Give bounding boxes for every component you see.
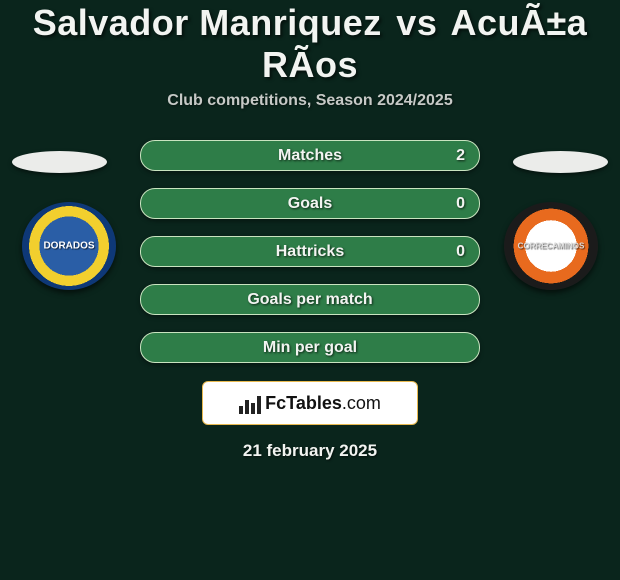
stat-label: Matches	[278, 147, 342, 165]
stat-bar-goals: Goals 0	[140, 188, 480, 219]
bar-chart-icon	[239, 392, 261, 414]
stat-value: 0	[456, 243, 465, 261]
brand-text: FcTables.com	[265, 393, 381, 414]
page-title: Salvador Manriquez vs AcuÃ±a RÃ­os	[0, 2, 620, 86]
stat-bar-matches: Matches 2	[140, 140, 480, 171]
stat-value: 2	[456, 147, 465, 165]
stat-label: Hattricks	[276, 243, 344, 261]
stat-bar-min-per-goal: Min per goal	[140, 332, 480, 363]
player1-name: Salvador Manriquez	[33, 2, 382, 43]
stat-label: Min per goal	[263, 339, 357, 357]
brand-main: Tables	[286, 393, 342, 413]
date-label: 21 february 2025	[0, 441, 620, 461]
vs-label: vs	[396, 2, 437, 43]
left-crest-label: DORADOS	[43, 241, 94, 252]
left-club-crest: DORADOS	[22, 202, 116, 290]
stats-bars: Matches 2 Goals 0 Hattricks 0 Goals per …	[140, 140, 480, 363]
stat-bar-hattricks: Hattricks 0	[140, 236, 480, 267]
left-lozenge	[12, 151, 107, 173]
stat-value: 0	[456, 195, 465, 213]
stat-label: Goals	[288, 195, 332, 213]
right-lozenge	[513, 151, 608, 173]
subtitle: Club competitions, Season 2024/2025	[0, 92, 620, 110]
right-club-crest: CORRECAMINOS	[504, 202, 598, 290]
stat-bar-goals-per-match: Goals per match	[140, 284, 480, 315]
content-area: DORADOS CORRECAMINOS Matches 2 Goals 0 H…	[0, 140, 620, 461]
right-crest-label: CORRECAMINOS	[518, 242, 585, 251]
stat-label: Goals per match	[247, 291, 372, 309]
brand-suffix: .com	[342, 393, 381, 413]
brand-prefix: Fc	[265, 393, 286, 413]
brand-box[interactable]: FcTables.com	[202, 381, 418, 425]
